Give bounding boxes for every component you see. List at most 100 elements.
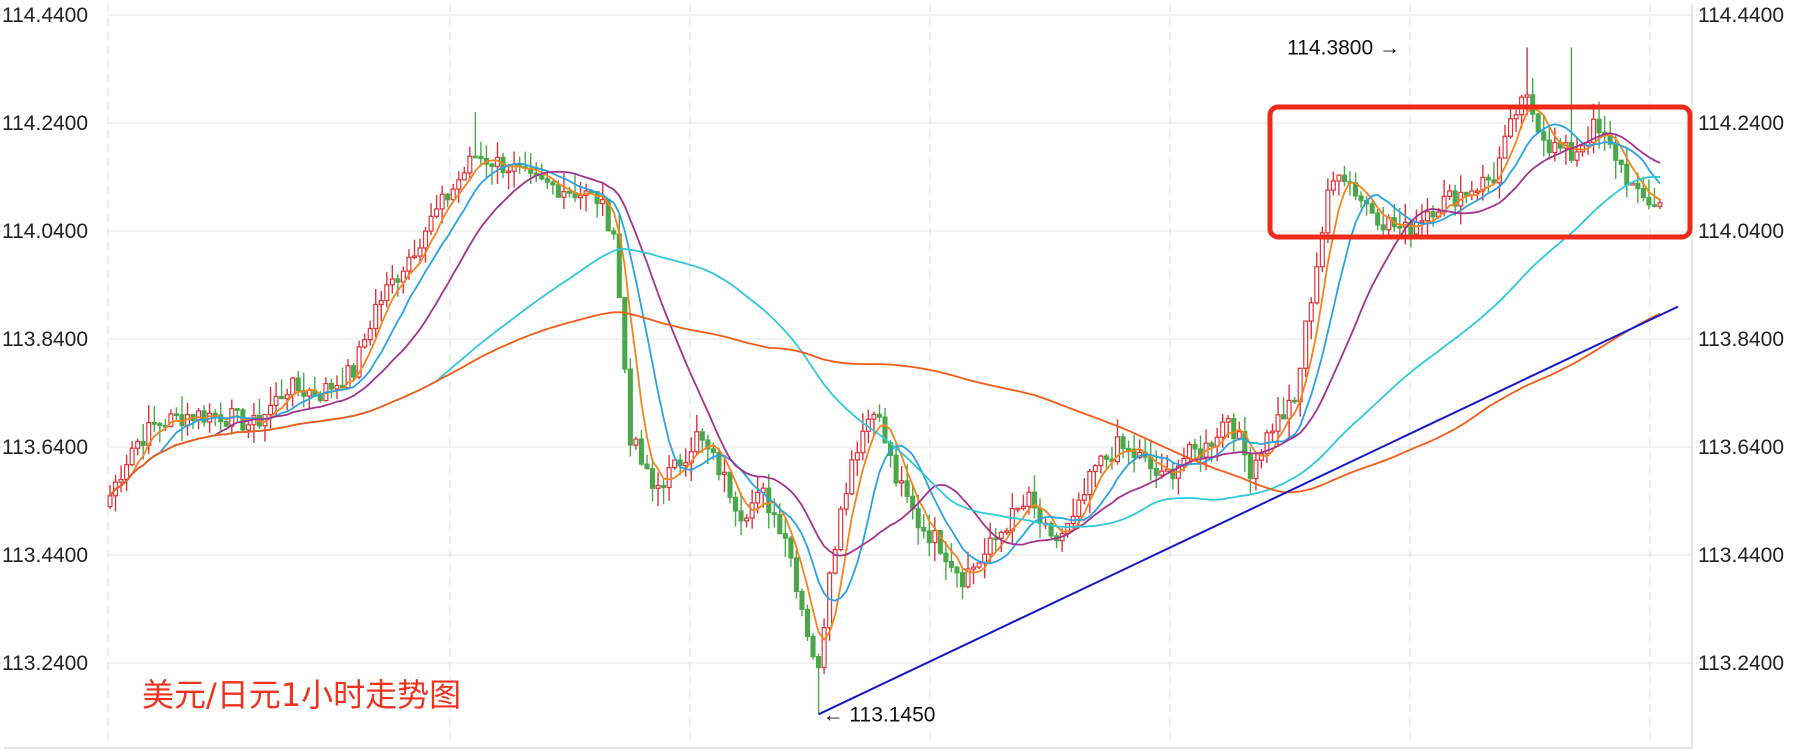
candle-up: [334, 384, 340, 390]
candle-down: [317, 395, 323, 402]
candle-down: [611, 230, 617, 235]
moving-averages: [109, 106, 1661, 641]
candle-up: [384, 284, 390, 302]
candle-down: [445, 193, 451, 201]
candle-down: [699, 431, 705, 441]
candle-up: [1413, 221, 1419, 235]
candle-down: [351, 365, 357, 378]
candle-down: [1618, 159, 1624, 165]
candle-up: [832, 548, 838, 574]
candle-up: [284, 394, 290, 400]
candle-up: [1480, 176, 1486, 192]
candle-up: [422, 230, 429, 249]
candle-up: [267, 404, 274, 416]
candle-up: [1447, 190, 1453, 197]
candle-up: [672, 459, 678, 469]
candle-down: [1646, 196, 1652, 206]
grid: [4, 4, 1693, 749]
candle-down: [937, 529, 943, 554]
candle-down: [1247, 454, 1253, 480]
candle-down: [1037, 507, 1043, 525]
y-tick-label-right: 113.2400: [1698, 652, 1784, 675]
candle-up: [273, 395, 279, 407]
ma-line-fast: [109, 106, 1661, 641]
candle-up: [666, 467, 672, 489]
candle-up: [1186, 443, 1193, 460]
candle-up: [1020, 505, 1026, 509]
candle-up: [450, 188, 456, 201]
y-tick-label-left: 113.4400: [2, 544, 88, 567]
candle-up: [1325, 189, 1331, 234]
candle-down: [788, 537, 794, 559]
candle-down: [710, 448, 716, 454]
candle-up: [434, 208, 440, 217]
candle-down: [1242, 431, 1248, 456]
candle-up: [1474, 190, 1480, 193]
candle-up: [1253, 459, 1259, 480]
candle-down: [1341, 174, 1348, 183]
candle-up: [1308, 302, 1314, 322]
candle-down: [566, 191, 573, 194]
candle-up: [378, 300, 384, 305]
candle-down: [1103, 455, 1109, 460]
candle-down: [882, 416, 888, 444]
candle-up: [683, 462, 689, 467]
candle-down: [212, 412, 218, 416]
candle-up: [971, 566, 977, 570]
candle-up: [987, 537, 993, 555]
candle-up: [1574, 151, 1580, 161]
trend-line: [818, 305, 1679, 716]
candle-down: [771, 512, 777, 516]
overlays: 114.3800 → ← 113.1450: [818, 36, 1693, 726]
y-tick-label-right: 113.6400: [1698, 436, 1784, 459]
candle-down: [1292, 399, 1298, 403]
candle-down: [738, 510, 744, 522]
candle-up: [168, 413, 174, 428]
candle-up: [1015, 507, 1021, 511]
candle-down: [627, 368, 633, 446]
candle-up: [1591, 118, 1597, 144]
candle-up: [135, 440, 141, 449]
candle-up: [1220, 421, 1226, 438]
candle-down: [295, 377, 301, 392]
candle-down: [555, 184, 561, 198]
candle-up: [655, 484, 661, 489]
candle-down: [1369, 203, 1375, 214]
candle-up: [439, 193, 445, 210]
y-tick-label-left: 113.2400: [2, 652, 88, 675]
candle-up: [1502, 135, 1508, 159]
candle-down: [1530, 94, 1536, 115]
chart-title: 美元/日元1小时走势图: [142, 676, 461, 714]
candle-down: [727, 471, 733, 498]
y-tick-label-left: 113.8400: [2, 328, 88, 351]
candle-up: [367, 327, 373, 341]
candle-up: [1269, 430, 1276, 434]
candle-down: [234, 408, 240, 411]
candle-down: [993, 537, 999, 541]
candle-up: [854, 452, 860, 461]
y-tick-label-right: 114.2400: [1698, 112, 1784, 135]
candle-down: [804, 608, 811, 638]
candle-up: [1507, 118, 1514, 137]
candle-down: [799, 590, 805, 611]
candle-down: [644, 463, 650, 470]
candle-down: [157, 422, 163, 427]
candle-up: [843, 493, 849, 510]
candle-up: [1258, 453, 1264, 461]
candle-down: [301, 389, 307, 397]
candle-down: [173, 413, 179, 417]
candle-up: [1286, 399, 1292, 420]
ma-line-mid: [109, 123, 1661, 602]
candle-down: [328, 382, 334, 390]
candle-up: [362, 339, 368, 348]
candle-up: [600, 198, 606, 205]
candle-down: [1397, 225, 1403, 229]
candle-up: [1114, 436, 1121, 463]
candle-down: [943, 552, 949, 563]
candle-up: [998, 531, 1004, 539]
candle-down: [716, 451, 722, 476]
candle-down: [948, 561, 954, 568]
candle-down: [921, 527, 927, 532]
candle-up: [744, 517, 750, 522]
